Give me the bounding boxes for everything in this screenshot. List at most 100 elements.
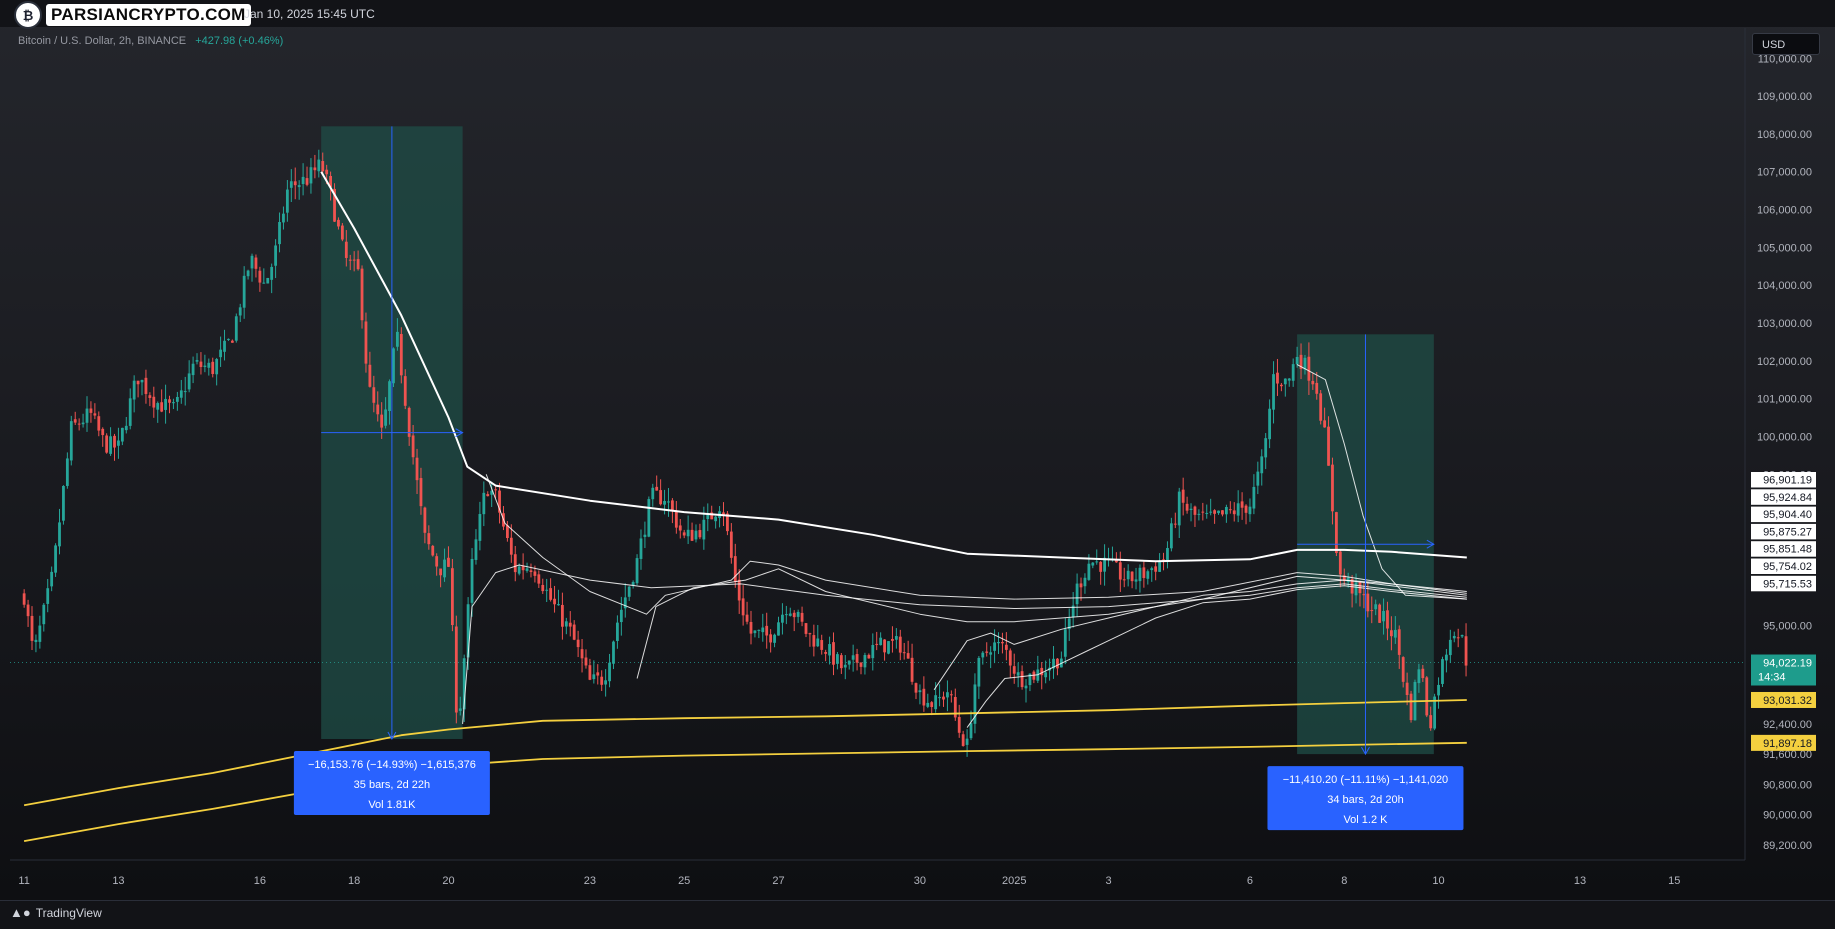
- candle: [557, 589, 560, 606]
- time-tick-label: 20: [442, 875, 454, 887]
- candle: [254, 254, 258, 278]
- candle: [733, 543, 737, 588]
- candle-body: [219, 349, 222, 358]
- candle: [800, 606, 804, 627]
- candle: [942, 691, 945, 707]
- candle-body: [537, 574, 541, 584]
- candle-body: [1028, 673, 1032, 686]
- candle: [1181, 477, 1185, 516]
- candle-body: [38, 625, 42, 642]
- candle-body: [572, 624, 576, 640]
- price-label-text: 93,031.32: [1763, 695, 1812, 707]
- candle: [808, 632, 812, 647]
- candle: [368, 351, 372, 388]
- price-tick-label: 91,600.00: [1763, 749, 1812, 761]
- candle-body: [1205, 512, 1209, 514]
- candle: [1150, 566, 1154, 582]
- candle-body: [568, 622, 572, 627]
- currency-button[interactable]: USD: [1752, 33, 1820, 55]
- tradingview-logo[interactable]: ▲● TradingView: [10, 905, 102, 920]
- candle-body: [486, 494, 490, 497]
- price-tick-label: 89,200.00: [1763, 840, 1812, 852]
- candle-body: [985, 651, 989, 653]
- candle-body: [321, 161, 325, 172]
- candle-body: [191, 363, 195, 376]
- top-bar: ₿ PARSIANCRYPTO.COM Jan 10, 2025 15:45 U…: [0, 0, 1835, 29]
- candle: [902, 642, 906, 660]
- candle-body: [1217, 510, 1220, 514]
- candle: [77, 418, 81, 431]
- candle: [1425, 676, 1429, 718]
- candle: [1311, 372, 1315, 390]
- price-tick-label: 92,400.00: [1763, 719, 1812, 731]
- candle: [289, 169, 293, 203]
- candle-body: [671, 500, 674, 511]
- candle: [1448, 629, 1452, 664]
- measure-label-box: [293, 750, 490, 815]
- candle-body: [1389, 630, 1393, 637]
- candle-body: [81, 422, 85, 425]
- candle-body: [199, 361, 203, 368]
- candle: [278, 212, 281, 253]
- candle-body: [902, 652, 906, 654]
- candle-body: [1166, 548, 1169, 563]
- candle: [541, 578, 545, 594]
- candle-body: [694, 530, 698, 540]
- candle-body: [1083, 577, 1087, 587]
- candle-body: [910, 657, 914, 682]
- candle: [588, 658, 592, 681]
- candle-body: [643, 534, 647, 537]
- candle-body: [1401, 657, 1405, 682]
- candle-body: [1095, 561, 1099, 563]
- current-price-text: 94,022.19: [1763, 658, 1812, 670]
- candle: [843, 655, 847, 680]
- time-tick-label: 15: [1668, 875, 1680, 887]
- candle-body: [647, 499, 651, 537]
- candle-body: [612, 641, 615, 664]
- candle-body: [926, 702, 930, 707]
- candle-body: [435, 556, 439, 567]
- candle: [1252, 474, 1256, 515]
- candle: [596, 664, 600, 685]
- candle: [572, 620, 576, 641]
- candle-body: [1264, 438, 1268, 458]
- candle: [898, 629, 902, 661]
- candle: [285, 179, 289, 222]
- candle-body: [1004, 644, 1008, 650]
- candle: [643, 521, 647, 549]
- price-label-text: 95,754.02: [1763, 561, 1812, 573]
- candle-body: [344, 241, 348, 258]
- candle-body: [1342, 575, 1346, 581]
- symbol-legend[interactable]: Bitcoin / U.S. Dollar, 2h, BINANCE +427.…: [18, 35, 283, 47]
- brand-logo-icon: ₿: [14, 1, 42, 29]
- candle-body: [1158, 561, 1161, 572]
- candle-body: [753, 630, 757, 634]
- candle-body: [651, 487, 655, 500]
- price-tick-label: 104,000.00: [1757, 280, 1812, 292]
- candle-body: [1063, 629, 1067, 657]
- candle-body: [533, 571, 537, 576]
- candle: [132, 375, 136, 413]
- candle-body: [1103, 557, 1106, 572]
- candle-body: [478, 514, 482, 541]
- candle: [1276, 358, 1279, 396]
- time-tick-label: 16: [254, 875, 266, 887]
- candle: [1016, 662, 1020, 688]
- candle-body: [439, 568, 443, 576]
- candle: [215, 357, 219, 386]
- candle-body: [969, 723, 973, 739]
- candle-body: [839, 655, 843, 669]
- candle-body: [254, 257, 258, 269]
- candle: [1036, 655, 1040, 684]
- vwap-yellow-upper: [23, 699, 1467, 807]
- candle: [1429, 706, 1433, 731]
- candle: [356, 250, 360, 271]
- candle: [961, 730, 965, 747]
- candle: [482, 481, 486, 527]
- candle: [545, 578, 549, 603]
- candle-body: [1016, 672, 1020, 676]
- candle-body: [392, 348, 395, 384]
- candle-body: [934, 695, 938, 710]
- candle-body: [1279, 384, 1283, 387]
